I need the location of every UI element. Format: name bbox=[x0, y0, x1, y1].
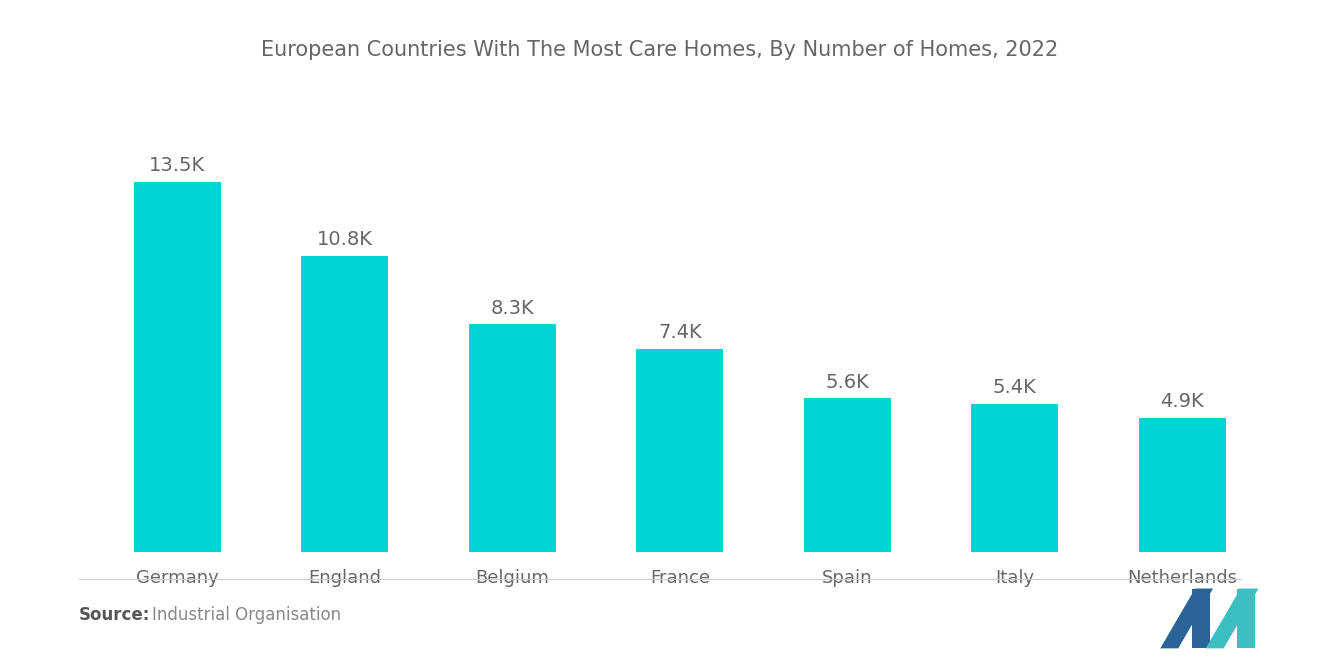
Polygon shape bbox=[1237, 589, 1255, 648]
Text: 4.9K: 4.9K bbox=[1160, 392, 1204, 411]
Text: Industrial Organisation: Industrial Organisation bbox=[152, 606, 341, 624]
Text: 13.5K: 13.5K bbox=[149, 156, 206, 175]
Bar bbox=[1139, 418, 1226, 552]
Polygon shape bbox=[1205, 589, 1258, 648]
Bar bbox=[469, 325, 556, 552]
Bar bbox=[133, 182, 220, 552]
Text: 10.8K: 10.8K bbox=[317, 230, 372, 249]
Bar bbox=[301, 256, 388, 552]
Bar bbox=[972, 404, 1059, 552]
Text: 7.4K: 7.4K bbox=[657, 323, 702, 342]
Text: 5.4K: 5.4K bbox=[993, 378, 1036, 397]
Bar bbox=[636, 349, 723, 552]
Text: European Countries With The Most Care Homes, By Number of Homes, 2022: European Countries With The Most Care Ho… bbox=[261, 40, 1059, 60]
Text: 8.3K: 8.3K bbox=[491, 299, 535, 318]
Text: Source:: Source: bbox=[79, 606, 150, 624]
Bar bbox=[804, 398, 891, 552]
Polygon shape bbox=[1192, 589, 1210, 648]
Polygon shape bbox=[1160, 589, 1213, 648]
Text: 5.6K: 5.6K bbox=[825, 372, 869, 392]
